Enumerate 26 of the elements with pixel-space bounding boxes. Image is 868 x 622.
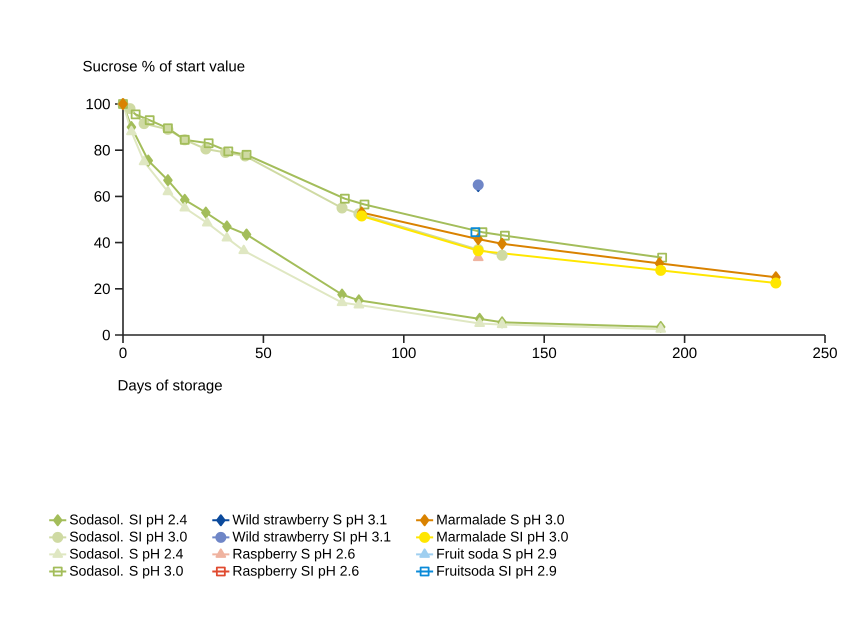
y-axis-title: Sucrose % of start value xyxy=(83,60,244,72)
legend-label: Raspberry SI pH 2.6 xyxy=(234,565,359,579)
legend-label: Marmalade SI pH 3.0 xyxy=(437,531,568,544)
y-tick-label: 60 xyxy=(94,191,110,202)
legend-label: Fruit soda S pH 2.9 xyxy=(437,548,556,562)
legend-label: Fruitsoda SI pH 2.9 xyxy=(437,565,556,579)
x-tick-label: 50 xyxy=(256,348,272,358)
x-tick-label: 200 xyxy=(672,348,697,358)
x-tick-label: 250 xyxy=(813,348,837,358)
legend-label: Wild strawberry S pH 3.1 xyxy=(232,514,386,528)
legend-label: Wild strawberry SI pH 3.1 xyxy=(232,531,390,544)
legend-label: Marmalade S pH 3.0 xyxy=(437,514,564,528)
x-tick-label: 0 xyxy=(119,348,127,358)
legend-label: Sodasol. S pH 2.4 xyxy=(70,548,183,562)
legend-label: Sodasol. S pH 3.0 xyxy=(70,565,183,579)
y-tick-label: 40 xyxy=(94,237,110,248)
x-tick-label: 100 xyxy=(392,348,416,358)
y-tick-label: 100 xyxy=(86,98,110,110)
legend-label: Sodasol. SI pH 3.0 xyxy=(70,531,187,544)
y-tick-label: 20 xyxy=(94,283,110,294)
y-tick-label: 80 xyxy=(94,144,110,156)
y-tick-label: 0 xyxy=(102,330,110,340)
x-axis-title: Days of storage xyxy=(118,380,222,394)
legend-label: Raspberry S pH 2.6 xyxy=(234,548,355,562)
x-tick-label: 150 xyxy=(532,348,556,358)
legend-label: Sodasol. SI pH 2.4 xyxy=(70,514,187,528)
